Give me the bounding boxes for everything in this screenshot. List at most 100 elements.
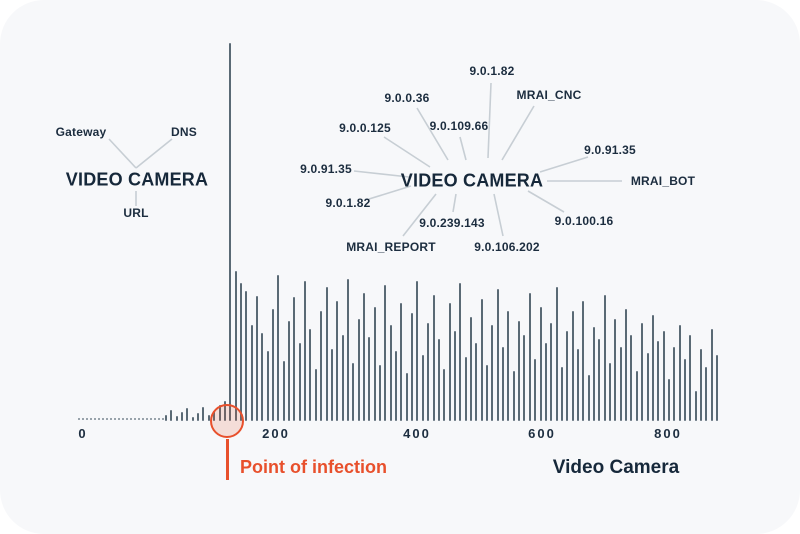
bar <box>437 339 440 421</box>
network-node-label: DNS <box>171 125 197 139</box>
network-node-label: URL <box>123 206 149 220</box>
x-axis-title: Video Camera <box>552 457 680 478</box>
bar <box>496 289 499 421</box>
bar <box>432 295 435 421</box>
bar <box>314 369 317 421</box>
bar <box>298 343 301 421</box>
bar <box>635 371 638 421</box>
x-tick-label: 800 <box>654 426 682 441</box>
bar <box>336 301 339 421</box>
network-node-label: 9.0.1.82 <box>325 196 371 210</box>
bar <box>667 379 670 421</box>
network-node-label: 9.0.91.35 <box>300 162 352 176</box>
bar <box>197 413 200 421</box>
network-node-label: MRAI_CNC <box>516 88 582 102</box>
bar <box>368 337 371 421</box>
x-tick-label: 600 <box>528 426 556 441</box>
connector-line <box>108 138 137 169</box>
bar <box>576 349 579 421</box>
bar <box>255 296 258 421</box>
bar <box>395 351 398 421</box>
bar <box>651 315 654 421</box>
bar <box>250 325 253 421</box>
bar <box>716 355 719 421</box>
bar <box>587 375 590 421</box>
bar <box>272 309 274 421</box>
bar <box>480 299 483 421</box>
bar <box>694 391 697 421</box>
connector-line <box>527 190 565 213</box>
network-node-label: 9.0.1.82 <box>469 64 515 78</box>
bar <box>411 313 414 421</box>
bar <box>352 363 355 421</box>
network-node-label: 9.0.100.16 <box>554 214 614 228</box>
video-camera-center-label: VIDEO CAMERA <box>65 169 209 190</box>
bar <box>288 321 291 421</box>
infection-spike-bar <box>229 43 232 421</box>
bar <box>207 415 210 421</box>
bar <box>293 297 296 421</box>
bar <box>357 319 360 421</box>
bar <box>186 408 189 421</box>
bar <box>614 319 617 421</box>
bar <box>239 283 242 421</box>
network-node-label: 9.0.106.202 <box>474 240 540 254</box>
network-node-label: 9.0.0.125 <box>339 121 391 135</box>
bar <box>560 367 563 421</box>
x-tick-label: 200 <box>262 426 290 441</box>
bar <box>379 365 381 421</box>
bar <box>389 325 392 421</box>
point-of-infection-label: Point of infection <box>240 457 387 477</box>
bar <box>309 329 312 421</box>
bar <box>582 301 585 421</box>
network-node-label: MRAI_REPORT <box>346 240 436 254</box>
network-node-label: 9.0.91.35 <box>584 143 636 157</box>
bar <box>304 281 307 421</box>
bar <box>502 347 505 421</box>
bar <box>282 361 285 421</box>
bar <box>475 343 478 421</box>
bar <box>464 357 467 421</box>
bar <box>266 351 269 421</box>
bar <box>384 285 387 421</box>
bar <box>416 281 419 421</box>
dotted-baseline <box>78 418 164 420</box>
bar <box>539 307 542 421</box>
bar <box>555 287 558 421</box>
bar <box>362 293 365 421</box>
bar <box>341 335 344 421</box>
bar <box>512 371 515 421</box>
bar <box>673 347 676 421</box>
connector-line <box>539 156 589 173</box>
bar <box>330 349 333 421</box>
video-camera-center-label: VIDEO CAMERA <box>400 170 544 191</box>
bar <box>175 416 178 421</box>
bar <box>550 323 553 421</box>
bar <box>400 303 403 421</box>
bar <box>646 353 649 421</box>
bar <box>518 321 521 421</box>
bar <box>657 341 660 421</box>
connector-line <box>459 136 467 161</box>
connector-line <box>501 105 535 161</box>
bar <box>619 347 622 421</box>
bar <box>662 331 665 421</box>
bar <box>534 359 537 421</box>
bar <box>443 369 446 421</box>
infection-circle <box>210 404 244 438</box>
bar <box>261 333 264 421</box>
bar <box>320 311 323 421</box>
bar <box>678 325 681 421</box>
bar <box>689 335 692 421</box>
bar <box>325 287 328 421</box>
bar <box>641 323 644 421</box>
bar <box>453 331 456 421</box>
network-node-label: 9.0.109.66 <box>429 119 489 133</box>
x-tick-label: 0 <box>78 426 88 441</box>
bar <box>170 410 173 421</box>
bar <box>630 335 633 421</box>
bar <box>571 311 574 421</box>
bar <box>165 415 167 421</box>
